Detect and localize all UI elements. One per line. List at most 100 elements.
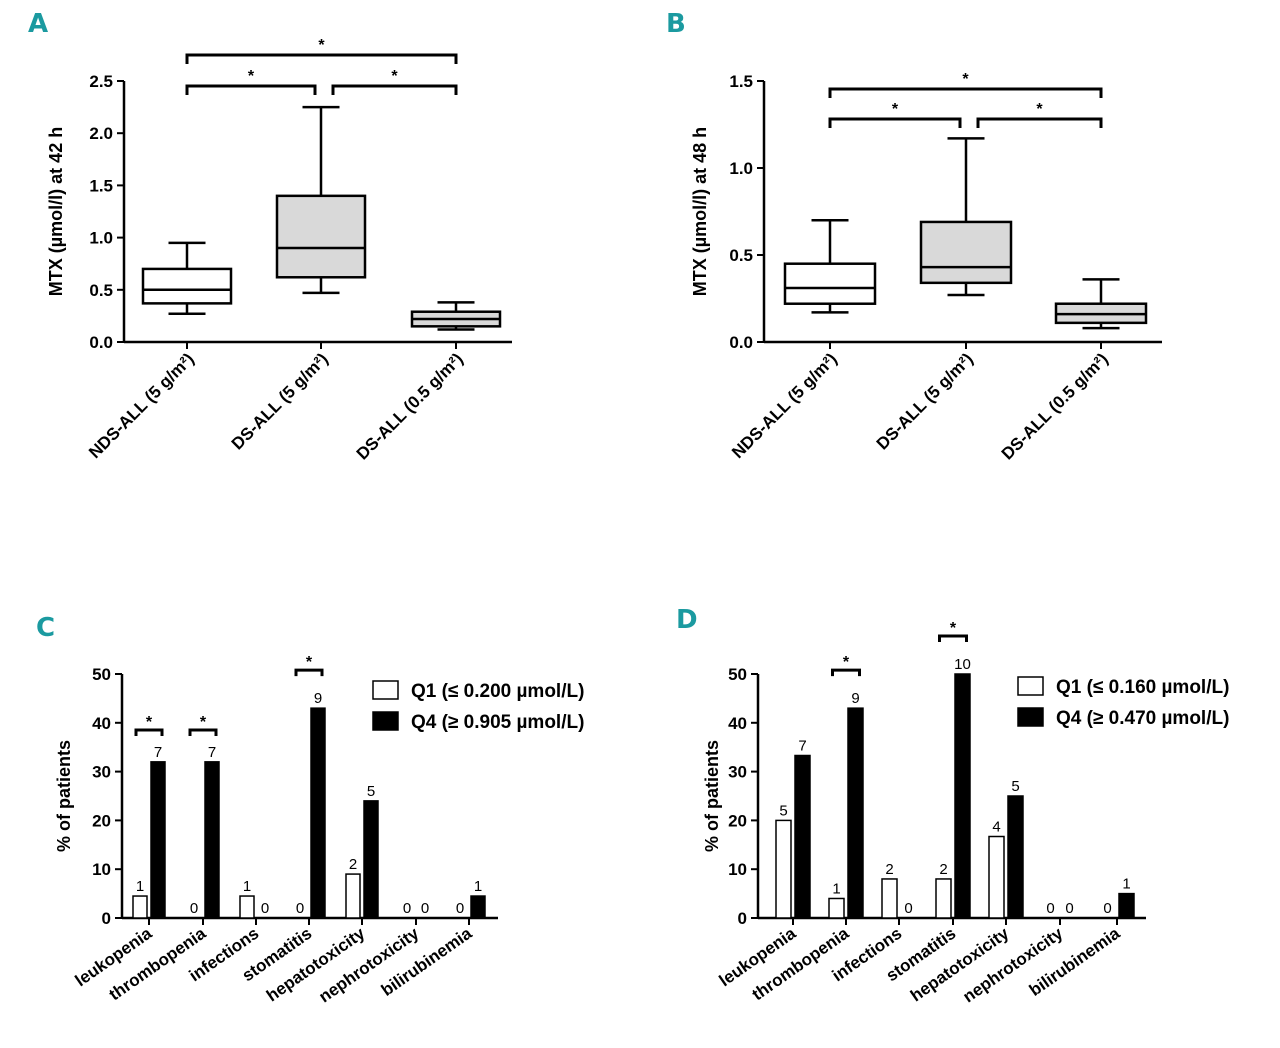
y-tick-label: 10: [728, 860, 747, 879]
y-tick-label: 1.0: [89, 229, 113, 248]
significance-bracket: [134, 728, 164, 736]
box-iqr: [919, 220, 1013, 285]
bar-count-label: 2: [349, 856, 357, 873]
legend-swatch: [372, 680, 399, 700]
bar-q1: [132, 895, 148, 919]
significance-bracket: [938, 634, 968, 642]
bar-count-label: 0: [1103, 900, 1111, 917]
bar-q1: [828, 897, 845, 919]
y-tick-label: 50: [728, 665, 747, 684]
bar-q4: [794, 754, 811, 919]
y-tick-label: 0.5: [89, 281, 113, 300]
significance-star: *: [843, 654, 850, 671]
y-tick-label: 2.5: [89, 72, 113, 91]
significance-star: *: [146, 714, 153, 731]
bar-q4: [847, 707, 864, 919]
y-tick-label: 0: [738, 909, 747, 928]
y-tick-label: 1.5: [89, 176, 113, 195]
bar-count-label: 0: [403, 900, 411, 917]
legend-label: Q4 (≥ 0.905 µmol/L): [411, 712, 584, 733]
significance-bracket: [294, 668, 324, 677]
bar-count-label: 0: [421, 900, 429, 917]
bar-count-label: 1: [832, 880, 840, 897]
y-tick-label: 1.5: [729, 72, 753, 91]
box-iqr: [783, 262, 877, 305]
y-tick-label: 0.0: [729, 333, 753, 352]
panel-letter: A: [28, 9, 48, 39]
y-axis-title: % of patients: [702, 740, 722, 852]
bar-q1: [935, 878, 952, 919]
bar-q4: [470, 895, 486, 919]
y-tick-label: 20: [92, 811, 111, 830]
bar-count-label: 9: [851, 690, 859, 707]
bar-q1: [775, 819, 792, 919]
bar-count-label: 5: [779, 802, 787, 819]
y-tick-label: 1.0: [729, 159, 753, 178]
y-axis-title: MTX (µmol/l) at 48 h: [690, 127, 710, 296]
x-category-label: DS-ALL (5 g/m²): [228, 349, 332, 453]
legend-label: Q1 (≤ 0.160 µmol/L): [1056, 677, 1229, 698]
bar-count-label: 7: [798, 737, 806, 754]
bar-count-label: 5: [367, 783, 375, 800]
significance-bracket: [188, 728, 218, 736]
significance-star: *: [306, 654, 313, 671]
bar-q4: [1118, 892, 1135, 919]
legend-swatch: [1017, 707, 1044, 727]
x-category-label: DS-ALL (5 g/m²): [873, 349, 977, 453]
significance-bracket: [831, 668, 861, 677]
y-tick-label: 50: [92, 665, 111, 684]
significance-bracket: [976, 117, 1103, 128]
bar-count-label: 1: [474, 878, 482, 895]
significance-bracket: [185, 84, 317, 95]
bar-count-label: 1: [243, 878, 251, 895]
y-tick-label: 20: [728, 811, 747, 830]
significance-star: *: [248, 68, 255, 85]
bar-q1: [345, 873, 361, 919]
chart-panel-a: A 0.0 0.5 1.0 1.5 2.0 2.5 MTX (µmol/l) at 42 h N…: [28, 9, 512, 463]
significance-star: *: [950, 620, 957, 637]
bar-count-label: 2: [885, 861, 893, 878]
significance-bracket: [828, 87, 1103, 98]
y-tick-label: 0.5: [729, 246, 753, 265]
y-tick-label: 10: [92, 860, 111, 879]
y-axis-title: % of patients: [54, 740, 74, 852]
bar-q1: [988, 835, 1005, 919]
bar-q4: [204, 761, 220, 919]
chart-panel-b: B 0.0 0.5 1.0 1.5 MTX (µmol/l) at 48 h NDS-ALL…: [666, 9, 1162, 463]
legend-swatch: [372, 711, 399, 731]
bar-q1: [239, 895, 255, 919]
bar-count-label: 0: [1046, 900, 1054, 917]
bar-count-label: 1: [136, 878, 144, 895]
box-iqr: [275, 194, 367, 279]
bar-q4: [363, 800, 379, 919]
significance-star: *: [1036, 101, 1043, 118]
y-tick-label: 2.0: [89, 124, 113, 143]
bar-count-label: 0: [1065, 900, 1073, 917]
legend-label: Q4 (≥ 0.470 µmol/L): [1056, 708, 1229, 729]
x-category-label: DS-ALL (0.5 g/m²): [998, 349, 1112, 463]
x-category-label: DS-ALL (0.5 g/m²): [353, 349, 467, 463]
y-tick-label: 40: [728, 714, 747, 733]
legend-label: Q1 (≤ 0.200 µmol/L): [411, 681, 584, 702]
bar-count-label: 0: [261, 900, 269, 917]
y-axis-title: MTX (µmol/l) at 42 h: [46, 127, 66, 296]
significance-star: *: [962, 71, 969, 88]
y-tick-label: 40: [92, 714, 111, 733]
legend-swatch: [1017, 676, 1044, 696]
significance-bracket: [331, 84, 458, 95]
bar-count-label: 4: [992, 819, 1000, 836]
significance-bracket: [828, 117, 962, 128]
panel-letter: C: [36, 613, 55, 643]
y-tick-label: 0: [102, 909, 111, 928]
panel-letter: D: [676, 605, 698, 635]
bar-count-label: 9: [314, 690, 322, 707]
x-category-label: NDS-ALL (5 g/m²): [85, 349, 198, 462]
bar-count-label: 1: [1122, 876, 1130, 893]
significance-star: *: [200, 714, 207, 731]
bar-count-label: 0: [296, 900, 304, 917]
bar-count-label: 2: [939, 861, 947, 878]
bar-count-label: 0: [190, 900, 198, 917]
